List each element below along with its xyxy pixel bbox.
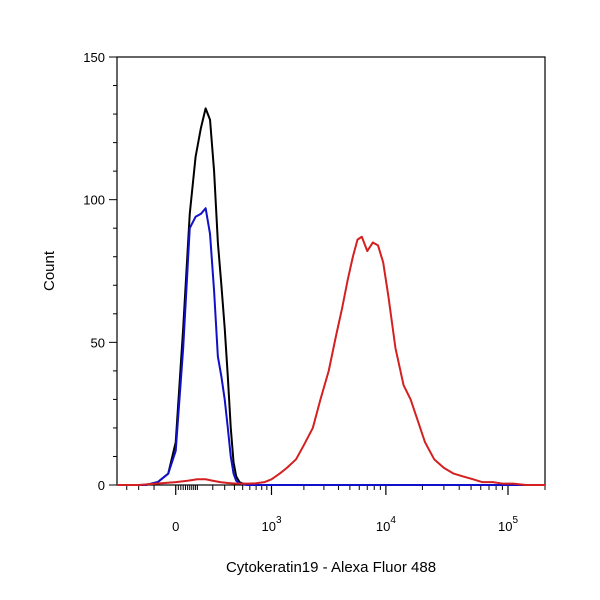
plot-frame [116, 56, 546, 486]
y-axis-title: Count [41, 250, 58, 291]
x-axis: 0 103 104 105 [126, 485, 546, 534]
y-tick-label: 150 [83, 50, 105, 65]
x-axis-title: Cytokeratin19 - Alexa Fluor 488 [226, 559, 436, 576]
series-layer [117, 107, 545, 486]
series-line-1 [117, 207, 545, 486]
y-tick-label: 50 [91, 335, 105, 350]
y-axis: 0 50 100 150 [83, 50, 117, 493]
series-line-2 [117, 235, 545, 486]
y-tick-label: 0 [98, 478, 105, 493]
x-tick-label: 104 [376, 515, 396, 534]
x-tick-label: 103 [261, 515, 281, 534]
x-tick-label: 105 [498, 515, 518, 534]
series-line-0 [117, 107, 545, 486]
x-tick-label: 0 [172, 519, 179, 534]
y-tick-label: 100 [83, 193, 105, 208]
